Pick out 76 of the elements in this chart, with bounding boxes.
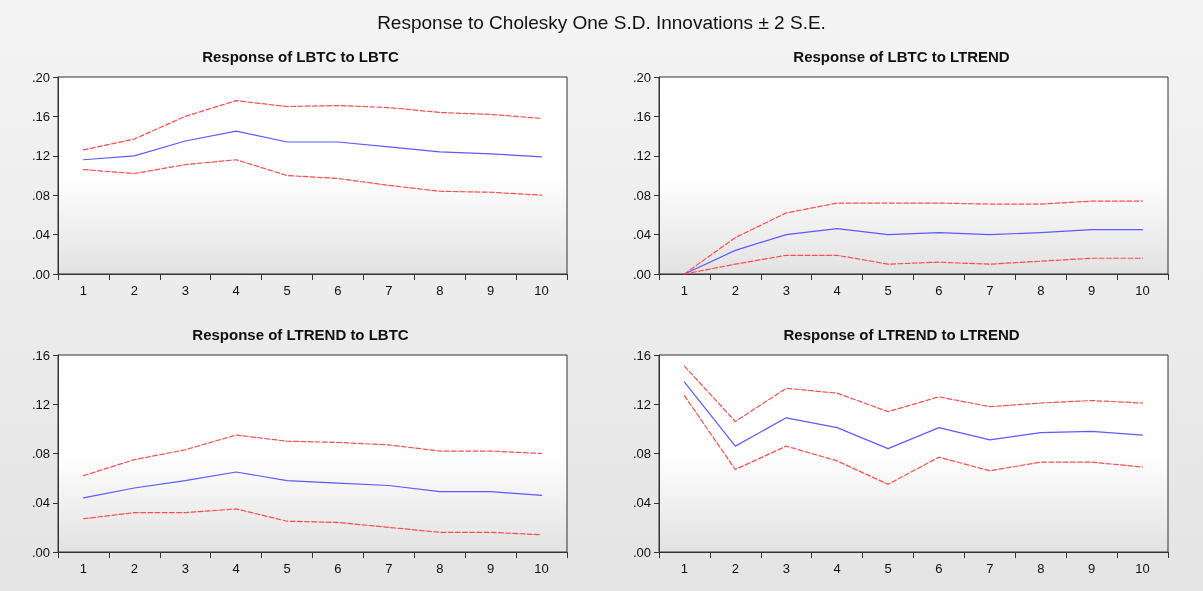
x-tick-label: 3 (181, 561, 189, 576)
y-tick-label: .12 (632, 148, 651, 164)
y-tick-label: .16 (31, 108, 50, 124)
x-tick-label: 8 (436, 283, 444, 298)
y-tick-label: .04 (31, 227, 50, 243)
x-tick-label: 8 (1037, 283, 1045, 298)
line-series (82, 159, 543, 196)
x-tick-label: 7 (385, 283, 393, 298)
x-tick-label: 3 (782, 283, 790, 298)
x-tick-label: 8 (436, 561, 444, 576)
y-tick-label: .12 (632, 396, 651, 412)
y-tick-label: .16 (632, 347, 651, 363)
x-tick-label: 9 (487, 561, 495, 576)
x-tick-label: 10 (1135, 283, 1150, 298)
y-tick-label: .20 (632, 69, 651, 85)
y-tick-label: .00 (632, 544, 651, 560)
line-series (82, 434, 543, 477)
y-tick-label: .08 (31, 446, 50, 461)
y-tick-label: .04 (632, 495, 651, 511)
y-tick-label: .00 (31, 544, 50, 560)
x-tick-label: 1 (680, 561, 689, 576)
y-tick-label: .16 (31, 347, 50, 363)
x-tick-label: 5 (283, 561, 291, 576)
x-tick-label: 6 (334, 283, 342, 298)
x-tick-label: 6 (935, 283, 943, 298)
line-series (82, 100, 543, 151)
y-tick-label: .08 (632, 446, 651, 461)
x-tick-label: 2 (731, 561, 739, 576)
x-tick-label: 4 (833, 561, 841, 576)
y-tick-label: .00 (31, 266, 50, 282)
y-tick-label: .08 (632, 187, 651, 203)
x-tick-label: 7 (986, 283, 994, 298)
x-tick-label: 10 (534, 561, 549, 576)
x-tick-label: 2 (130, 561, 138, 576)
x-tick-label: 4 (232, 561, 240, 576)
x-tick-label: 7 (986, 561, 994, 576)
x-tick-label: 9 (1088, 561, 1096, 576)
y-tick-label: .16 (632, 108, 651, 124)
x-tick-label: 5 (884, 561, 892, 576)
x-tick-label: 3 (181, 283, 189, 298)
text: Response to Cholesky One S.D. Innovations ± 2 S.E. (376, 12, 827, 34)
x-tick-label: 2 (130, 283, 138, 298)
line-series (82, 130, 543, 161)
y-tick-label: .04 (632, 227, 651, 243)
chart-title: Response of LBTC to LBTC (202, 48, 399, 65)
x-tick-label: 1 (79, 283, 88, 298)
x-tick-label: 10 (534, 283, 549, 298)
x-tick-label: 5 (884, 283, 892, 298)
line-series (82, 508, 543, 536)
y-tick-label: .20 (31, 69, 50, 85)
x-tick-label: 3 (782, 561, 790, 576)
x-tick-label: 8 (1037, 561, 1045, 576)
x-tick-label: 9 (1088, 283, 1096, 298)
x-tick-label: 1 (680, 283, 689, 298)
chart-title: Response of LTREND to LBTC (192, 326, 409, 343)
line-series (683, 365, 1144, 423)
x-tick-label: 5 (283, 283, 291, 298)
x-tick-label: 9 (487, 283, 495, 298)
x-tick-label: 6 (935, 561, 943, 576)
line-series (683, 381, 1144, 450)
x-tick-label: 10 (1135, 561, 1150, 576)
chart-title: Response of LBTC to LTREND (793, 48, 1010, 65)
x-tick-label: 4 (232, 283, 240, 298)
y-tick-label: .12 (31, 148, 50, 164)
y-tick-label: .12 (31, 396, 50, 412)
x-tick-label: 2 (731, 283, 739, 298)
line-series (683, 395, 1144, 485)
x-tick-label: 4 (833, 283, 841, 298)
x-tick-label: 6 (334, 561, 342, 576)
y-tick-label: .00 (632, 266, 651, 282)
chart-title: Response of LTREND to LTREND (783, 326, 1020, 343)
y-tick-label: .08 (31, 187, 50, 203)
line-series (82, 471, 543, 499)
x-tick-label: 1 (79, 561, 88, 576)
x-tick-label: 7 (385, 561, 393, 576)
y-tick-label: .04 (31, 495, 50, 511)
